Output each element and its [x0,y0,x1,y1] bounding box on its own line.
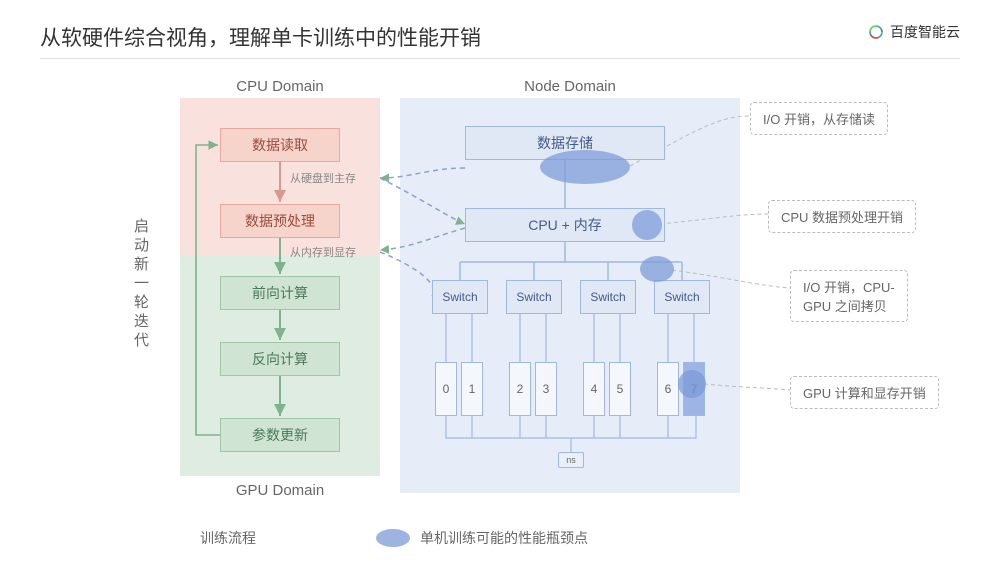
callout-io-cpu-gpu: I/O 开销，CPU- GPU 之间拷贝 [790,270,908,322]
iteration-side-label: 启动新一轮迭代 [130,218,151,351]
bottleneck-cpu-mem [632,210,662,240]
brand-logo-icon [868,24,884,40]
gpu-5: 5 [609,362,631,416]
legend: 训练流程 单机训练可能的性能瓶颈点 [200,528,588,548]
flow-step-preprocess: 数据预处理 [220,204,340,238]
callout-io-storage: I/O 开销，从存储读 [750,102,888,135]
flow-step-backward: 反向计算 [220,342,340,376]
gpu-2: 2 [509,362,531,416]
legend-bottleneck-label: 单机训练可能的性能瓶颈点 [420,528,588,548]
node-domain-label: Node Domain [510,78,630,95]
bottleneck-storage [540,150,630,184]
callout-cpu-preprocess: CPU 数据预处理开销 [768,200,916,233]
page-title: 从软硬件综合视角，理解单卡训练中的性能开销 [40,22,481,52]
legend-flow-label: 训练流程 [200,528,256,548]
ns-node: ns [558,452,584,468]
legend-bottleneck: 单机训练可能的性能瓶颈点 [376,528,588,548]
bottleneck-switch [640,256,674,282]
callout-gpu-compute: GPU 计算和显存开销 [790,376,939,409]
legend-ellipse-icon [376,529,410,547]
bottleneck-gpu [678,370,706,398]
cpu-domain-label: CPU Domain [220,78,340,95]
legend-flow: 训练流程 [200,528,256,548]
flow-step-update: 参数更新 [220,418,340,452]
brand-text: 百度智能云 [890,22,960,42]
header-divider [40,58,960,59]
gpu-6: 6 [657,362,679,416]
switch-1: Switch [506,280,562,314]
brand-badge: 百度智能云 [868,22,960,42]
gpu-0: 0 [435,362,457,416]
gpu-3: 3 [535,362,557,416]
callout-io-cpu-gpu-l2: GPU 之间拷贝 [803,299,887,314]
gpu-1: 1 [461,362,483,416]
gpu-domain-label: GPU Domain [220,482,340,499]
callout-io-cpu-gpu-l1: I/O 开销，CPU- [803,280,895,295]
flow-step-data-read: 数据读取 [220,128,340,162]
flow-step-forward: 前向计算 [220,276,340,310]
switch-3: Switch [654,280,710,314]
gpu-4: 4 [583,362,605,416]
switch-0: Switch [432,280,488,314]
transfer-label-mem-to-vram: 从内存到显存 [290,244,356,260]
switch-2: Switch [580,280,636,314]
transfer-label-disk-to-mem: 从硬盘到主存 [290,170,356,186]
diagram-canvas: CPU Domain GPU Domain Node Domain 启动新一轮迭… [20,78,980,558]
